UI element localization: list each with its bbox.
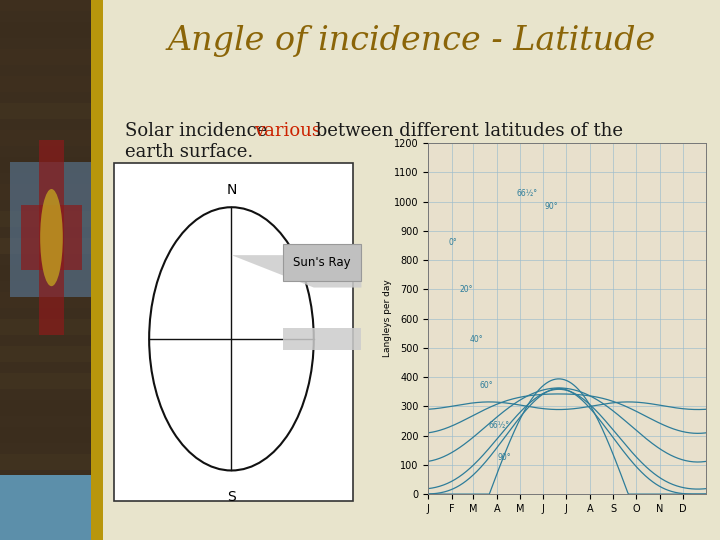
Bar	[0, 0, 103, 475]
Text: S: S	[227, 490, 236, 504]
Bar	[0, 76, 103, 92]
Bar	[0, 22, 103, 38]
Text: 66½°: 66½°	[489, 421, 510, 430]
Text: 40°: 40°	[469, 335, 483, 343]
Text: 90°: 90°	[544, 202, 558, 211]
Text: 60°: 60°	[480, 381, 493, 390]
Bar	[91, 0, 103, 540]
Bar	[0, 265, 103, 281]
Text: 90°: 90°	[498, 453, 511, 462]
Bar	[0, 157, 103, 173]
Text: between different latitudes of the: between different latitudes of the	[310, 122, 623, 139]
Bar	[0, 454, 103, 470]
Bar	[0, 319, 103, 335]
Bar	[0, 49, 103, 65]
Ellipse shape	[40, 189, 63, 286]
Text: Sun's Ray: Sun's Ray	[293, 256, 351, 269]
Bar	[0, 103, 103, 119]
Polygon shape	[284, 328, 361, 350]
Bar	[39, 140, 64, 335]
Ellipse shape	[149, 207, 314, 470]
Text: N: N	[226, 183, 237, 197]
Bar	[0, 184, 103, 200]
Bar	[0, 292, 103, 308]
Text: earth surface.: earth surface.	[125, 143, 253, 161]
Bar	[21, 205, 82, 270]
Bar	[0, 211, 103, 227]
FancyBboxPatch shape	[114, 163, 353, 501]
Bar	[0, 346, 103, 362]
Bar	[0, 373, 103, 389]
Bar	[0, 427, 103, 443]
Bar	[0, 475, 103, 540]
Y-axis label: Langleys per day: Langleys per day	[383, 280, 392, 357]
Text: Angle of incidence - Latitude: Angle of incidence - Latitude	[167, 25, 656, 57]
Text: 0°: 0°	[449, 238, 458, 247]
FancyBboxPatch shape	[284, 244, 361, 281]
Text: 20°: 20°	[459, 285, 473, 294]
Bar	[0, 238, 103, 254]
Bar	[0, 0, 103, 11]
Bar	[0, 130, 103, 146]
Bar	[0, 400, 103, 416]
Polygon shape	[231, 255, 361, 287]
Text: Solar incidence: Solar incidence	[125, 122, 273, 139]
Text: various: various	[253, 122, 320, 139]
Text: 66½°: 66½°	[516, 189, 537, 198]
Bar	[10, 162, 93, 297]
